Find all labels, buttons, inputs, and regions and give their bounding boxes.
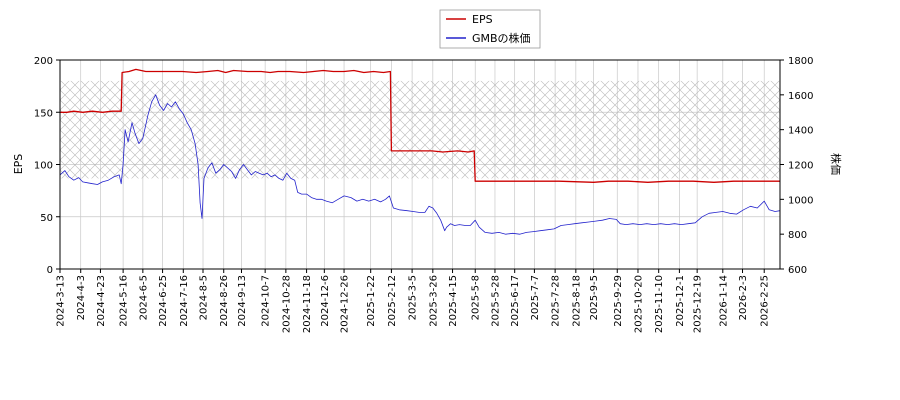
x-tick-label-4: 2024-6-5 (138, 275, 149, 320)
x-tick-label-23: 2025-7-7 (530, 275, 541, 320)
left-tick-label-0: 0 (47, 265, 53, 276)
left-tick-label-3: 150 (34, 108, 53, 119)
series-layer (60, 68, 780, 235)
x-tick-label-16: 2025-2-12 (387, 275, 398, 327)
x-tick-label-8: 2024-8-26 (219, 275, 230, 327)
x-tick-label-9: 2024-9-13 (237, 275, 248, 327)
x-tick-label-2: 2024-4-23 (96, 275, 107, 327)
x-tick-label-5: 2024-6-25 (158, 275, 169, 327)
x-tick-label-34: 2026-2-25 (760, 275, 771, 327)
x-tick-label-18: 2025-3-26 (428, 275, 439, 327)
x-axis: 2024-3-13 2024-4-3 2024-4-23 2024-5-16 2024-… (56, 269, 771, 333)
x-tick-label-3: 2024-5-16 (119, 275, 130, 327)
right-tick-label-6: 1800 (788, 56, 813, 67)
right-tick-label-3: 1200 (788, 161, 813, 172)
x-tick-label-1: 2024-4-3 (76, 275, 87, 320)
x-tick-label-26: 2025-9-5 (589, 275, 600, 320)
x-tick-label-19: 2025-4-15 (448, 275, 459, 327)
legend-label-price: GMBの株価 (472, 31, 531, 45)
x-tick-label-14: 2024-12-26 (340, 275, 351, 333)
legend-label-eps: EPS (472, 13, 493, 26)
x-tick-label-0: 2024-3-13 (56, 275, 67, 327)
x-tick-label-24: 2025-7-28 (551, 275, 562, 327)
x-tick-label-33: 2026-2-3 (738, 275, 749, 320)
x-tick-label-6: 2024-7-16 (179, 275, 190, 327)
right-tick-label-1: 800 (788, 230, 807, 241)
hatched-band (60, 80, 780, 179)
x-tick-label-29: 2025-11-10 (654, 275, 665, 333)
x-tick-label-21: 2025-5-28 (490, 275, 501, 327)
x-tick-label-7: 2024-8-5 (199, 275, 210, 320)
x-tick-label-11: 2024-10-28 (281, 275, 292, 333)
left-tick-label-1: 50 (40, 213, 53, 224)
left-axis-label: EPS (12, 154, 25, 175)
right-tick-label-2: 1000 (788, 195, 813, 206)
x-tick-label-12: 2024-11-18 (302, 275, 313, 333)
x-tick-label-32: 2026-1-14 (718, 275, 729, 327)
right-axis-label: 株価 (829, 153, 843, 175)
left-tick-label-2: 100 (34, 161, 53, 172)
left-axis: 0 50 100 150 200 (34, 56, 60, 276)
left-tick-label-4: 200 (34, 56, 53, 67)
x-tick-label-28: 2025-10-20 (633, 275, 644, 333)
right-tick-label-4: 1400 (788, 126, 813, 137)
x-tick-label-13: 2024-12-6 (320, 275, 331, 327)
right-axis: 600 800 1000 1200 1400 1600 1800 (780, 56, 813, 276)
x-tick-label-27: 2025-9-29 (613, 275, 624, 327)
x-tick-label-30: 2025-12-1 (675, 275, 686, 327)
x-tick-label-15: 2025-1-22 (366, 275, 377, 327)
x-tick-label-25: 2025-8-18 (571, 275, 582, 327)
x-tick-label-10: 2024-10-7 (261, 275, 272, 327)
right-tick-label-0: 600 (788, 265, 807, 276)
legend-box (439, 9, 541, 49)
x-tick-label-31: 2025-12-19 (693, 275, 704, 333)
x-tick-label-17: 2025-3-5 (408, 275, 419, 320)
right-tick-label-5: 1600 (788, 91, 813, 102)
x-tick-label-20: 2025-5-8 (471, 275, 482, 320)
legend: EPS GMBの株価 (439, 9, 541, 49)
series-line-1 (60, 94, 780, 235)
series-line-0 (60, 68, 780, 183)
x-tick-label-22: 2025-6-17 (510, 275, 521, 327)
